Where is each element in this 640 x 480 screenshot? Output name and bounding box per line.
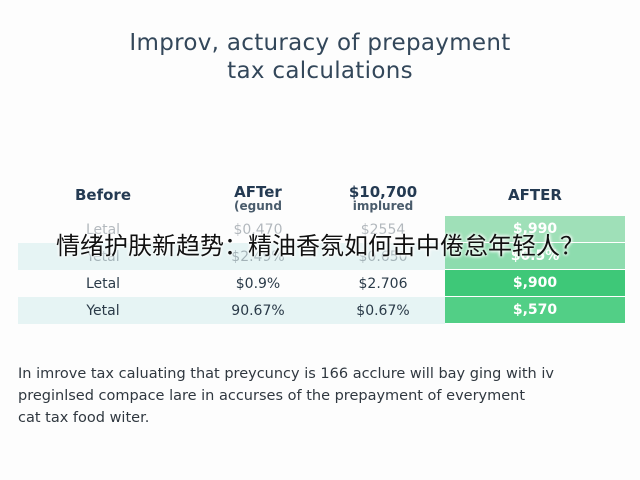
table-cell: $0.470 — [233, 221, 283, 238]
header-label: AFTER — [508, 186, 562, 204]
header-label: AFTer — [234, 183, 282, 201]
footer-line: preginlsed compace lare in accurses of t… — [18, 388, 526, 404]
header-label: Before — [74, 186, 131, 204]
table-row: Yetal 90.67% $0.67% $,570 — [18, 297, 625, 324]
table-cell: $0.650 — [358, 248, 408, 265]
table-cell: $2.706 — [358, 275, 408, 292]
overlay-caption: 情绪护肤新趋势：精油香氛如何击中倦怠年轻人？ — [56, 232, 584, 260]
table-row: Letal $0.9% $2.706 $,900 — [18, 270, 625, 297]
column-header: $10,700 implured — [318, 183, 448, 212]
table-row: Yetal $2.49% $0.650 $0.5% — [18, 243, 625, 270]
footer-line: In imrove tax caluating that preycuncy i… — [18, 366, 554, 382]
table-cell: $,900 — [445, 270, 625, 297]
table-cell: $0.9% — [235, 275, 281, 292]
header-sub: (egund — [234, 199, 282, 213]
table-cell: Yetal — [86, 302, 120, 319]
table-cell: Yetal — [86, 248, 120, 265]
column-header: AFTER — [445, 186, 625, 204]
title-line: tax calculations — [227, 58, 413, 84]
column-header: Before — [58, 186, 148, 204]
table-cell: 90.67% — [231, 302, 285, 319]
table-cell: $2554 — [360, 221, 406, 238]
table-cell: $,990 — [445, 216, 625, 243]
table-cell: Letal — [85, 221, 121, 238]
comparison-table: Before AFTer (egund $10,700 implured AFTER Let… — [18, 180, 625, 324]
header-sub: implured — [352, 199, 414, 213]
header-row: Before AFTer (egund $10,700 implured AFTER — [18, 180, 625, 216]
table-cell: $0.5% — [445, 243, 625, 270]
table-cell: $,570 — [445, 297, 625, 324]
column-header: AFTer (egund — [203, 183, 313, 212]
table-cell: Letal — [85, 275, 121, 292]
header-label: $10,700 — [348, 183, 418, 201]
table-cell: $0.67% — [356, 302, 410, 319]
table-row: Letal $0.470 $2554 $,990 — [18, 216, 625, 243]
footer-line: cat tax food witer. — [18, 410, 150, 426]
title-line: Improv, acturacy of prepayment — [129, 30, 511, 56]
table-cell: $2.49% — [231, 248, 285, 265]
